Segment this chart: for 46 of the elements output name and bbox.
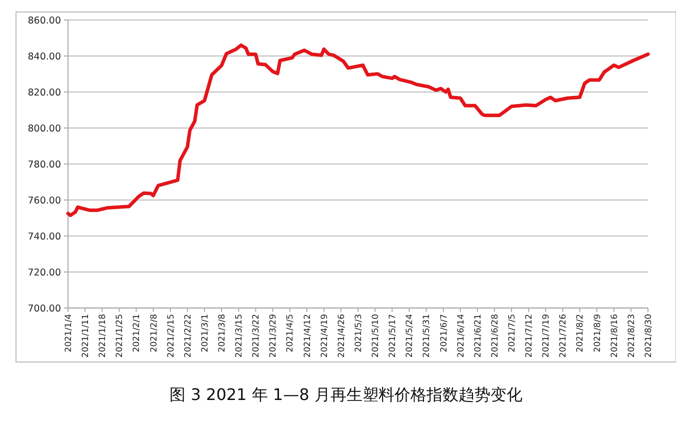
line-series xyxy=(66,43,650,218)
x-tick-label: 2021/2/15 xyxy=(166,314,176,358)
x-tick-label: 2021/4/26 xyxy=(336,314,347,358)
y-tick-label: 780.00 xyxy=(28,159,61,170)
x-tick-label: 2021/8/23 xyxy=(626,314,637,358)
x-tick-label: 2021/1/4 xyxy=(64,314,74,352)
x-tick-label: 2021/2/1 xyxy=(132,314,142,352)
x-tick-label: 2021/8/16 xyxy=(610,314,620,358)
y-tick-label: 760.00 xyxy=(28,195,61,206)
x-tick-label: 2021/4/19 xyxy=(320,314,330,358)
x-tick-label: 2021/3/22 xyxy=(252,314,262,358)
x-tick-label: 2021/3/15 xyxy=(234,314,245,358)
x-tick-label: 2021/7/26 xyxy=(558,314,569,358)
x-tick-label: 2021/3/29 xyxy=(268,314,279,358)
y-tick-label: 720.00 xyxy=(28,267,61,278)
x-tick-label: 2021/1/25 xyxy=(115,314,126,358)
y-tick-label: 740.00 xyxy=(28,231,61,242)
x-tick-label: 2021/3/8 xyxy=(218,314,228,352)
x-tick-label: 2021/6/7 xyxy=(439,314,450,352)
x-tick-label: 2021/6/21 xyxy=(473,314,484,358)
x-tick-label: 2021/5/24 xyxy=(405,314,416,358)
y-tick-label: 820.00 xyxy=(28,87,61,98)
x-tick-label: 2021/8/30 xyxy=(644,314,654,358)
x-tick-label: 2021/8/9 xyxy=(592,314,603,352)
x-tick-label: 2021/5/3 xyxy=(354,314,364,352)
x-tick-label: 2021/3/1 xyxy=(200,314,210,352)
x-tick-label: 2021/7/12 xyxy=(524,314,535,358)
x-tick-label: 2021/5/17 xyxy=(388,314,398,358)
x-tick-label: 2021/8/2 xyxy=(576,314,586,352)
y-tick-label: 800.00 xyxy=(28,123,61,134)
x-tick-label: 2021/7/19 xyxy=(542,314,552,358)
x-tick-label: 2021/4/12 xyxy=(302,314,313,358)
x-tick-label: 2021/2/8 xyxy=(149,314,160,352)
text: 图 3 2021 年 1—8 月再生塑料价格指数趋势变化 xyxy=(170,385,522,404)
x-tick-label: 2021/1/11 xyxy=(81,314,92,358)
x-tick-label: 2021/7/5 xyxy=(508,314,518,352)
x-tick-label: 2021/5/31 xyxy=(422,314,432,358)
x-tick-label: 2021/5/10 xyxy=(371,314,382,358)
y-tick-label: 700.00 xyxy=(28,303,61,314)
y-tick-label: 840.00 xyxy=(28,51,61,62)
x-tick-label: 2021/4/5 xyxy=(286,314,296,352)
x-tick-label: 2021/2/22 xyxy=(183,314,194,358)
x-tick-label: 2021/1/18 xyxy=(98,314,108,358)
x-tick-label: 2021/6/28 xyxy=(490,314,500,358)
x-tick-label: 2021/6/14 xyxy=(456,314,466,358)
y-tick-label: 860.00 xyxy=(28,15,61,26)
